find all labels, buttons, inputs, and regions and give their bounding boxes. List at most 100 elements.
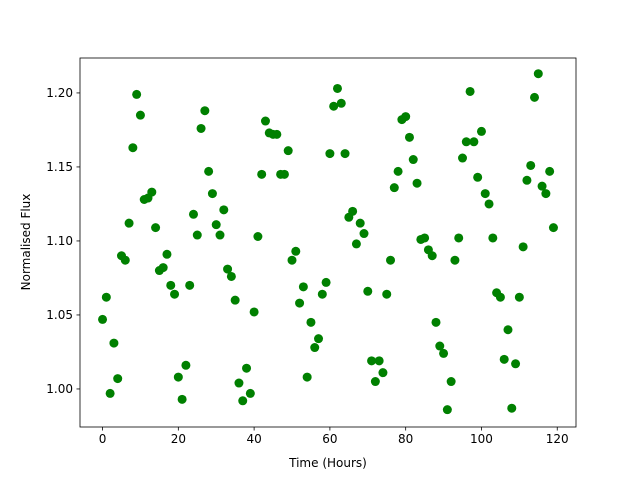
point bbox=[522, 175, 532, 185]
point bbox=[147, 187, 157, 197]
point bbox=[98, 314, 108, 324]
point bbox=[495, 292, 505, 302]
point bbox=[105, 388, 115, 398]
point bbox=[287, 255, 297, 265]
point bbox=[435, 341, 445, 351]
point bbox=[234, 378, 244, 388]
point bbox=[469, 137, 479, 147]
point bbox=[507, 403, 517, 413]
point bbox=[272, 129, 282, 139]
point bbox=[215, 230, 225, 240]
point bbox=[279, 169, 289, 179]
point bbox=[170, 289, 180, 299]
point bbox=[314, 334, 324, 344]
point bbox=[518, 242, 528, 252]
point bbox=[332, 83, 342, 93]
point bbox=[401, 112, 411, 122]
point bbox=[427, 251, 437, 261]
point bbox=[533, 69, 543, 79]
point bbox=[223, 264, 233, 274]
point bbox=[526, 160, 536, 170]
point bbox=[530, 92, 540, 102]
point bbox=[363, 286, 373, 296]
point bbox=[439, 348, 449, 358]
point bbox=[329, 101, 339, 111]
y-tick-label: 1.15 bbox=[46, 160, 73, 174]
point bbox=[336, 98, 346, 108]
point bbox=[177, 394, 187, 404]
point bbox=[355, 218, 365, 228]
point bbox=[120, 255, 130, 265]
point bbox=[503, 325, 513, 335]
y-tick-label: 1.05 bbox=[46, 308, 73, 322]
point bbox=[185, 280, 195, 290]
point bbox=[200, 106, 210, 116]
point bbox=[196, 123, 206, 133]
point bbox=[458, 153, 468, 163]
point bbox=[245, 388, 255, 398]
y-tick-label: 1.00 bbox=[46, 382, 73, 396]
point bbox=[242, 363, 252, 373]
y-tick-label: 1.10 bbox=[46, 234, 73, 248]
point bbox=[132, 89, 142, 99]
point bbox=[162, 249, 172, 259]
point bbox=[450, 255, 460, 265]
x-tick-label: 80 bbox=[398, 432, 413, 446]
point bbox=[298, 282, 308, 292]
point bbox=[124, 218, 134, 228]
point bbox=[101, 292, 111, 302]
point bbox=[480, 189, 490, 199]
point bbox=[389, 183, 399, 193]
point bbox=[207, 189, 217, 199]
point bbox=[473, 172, 483, 182]
x-tick-label: 0 bbox=[99, 432, 107, 446]
point bbox=[484, 199, 494, 209]
point bbox=[135, 110, 145, 120]
point bbox=[378, 368, 388, 378]
point bbox=[188, 209, 198, 219]
point bbox=[321, 277, 331, 287]
point bbox=[461, 137, 471, 147]
point bbox=[446, 377, 456, 387]
point bbox=[158, 263, 168, 273]
point bbox=[404, 132, 414, 142]
point bbox=[192, 230, 202, 240]
point bbox=[499, 354, 509, 364]
point bbox=[431, 317, 441, 327]
point bbox=[370, 377, 380, 387]
point bbox=[257, 169, 267, 179]
point bbox=[151, 223, 161, 233]
point bbox=[109, 338, 119, 348]
point bbox=[367, 356, 377, 366]
point bbox=[283, 146, 293, 156]
plot-frame bbox=[79, 57, 577, 428]
point bbox=[166, 280, 176, 290]
point bbox=[113, 374, 123, 384]
y-tick-label: 1.20 bbox=[46, 86, 73, 100]
point bbox=[545, 166, 555, 176]
point bbox=[442, 405, 452, 415]
point bbox=[514, 292, 524, 302]
point bbox=[382, 289, 392, 299]
point bbox=[181, 360, 191, 370]
point bbox=[548, 223, 558, 233]
point bbox=[374, 356, 384, 366]
x-tick-label: 20 bbox=[171, 432, 186, 446]
x-tick-label: 40 bbox=[246, 432, 261, 446]
point bbox=[211, 220, 221, 230]
point bbox=[488, 233, 498, 243]
point bbox=[302, 372, 312, 382]
point bbox=[454, 233, 464, 243]
point bbox=[420, 233, 430, 243]
point bbox=[351, 239, 361, 249]
point bbox=[226, 271, 236, 281]
point bbox=[295, 298, 305, 308]
point bbox=[393, 166, 403, 176]
point bbox=[173, 372, 183, 382]
point bbox=[249, 307, 259, 317]
point bbox=[408, 155, 418, 165]
point bbox=[253, 232, 263, 242]
x-tick-label: 100 bbox=[470, 432, 493, 446]
point bbox=[128, 143, 138, 153]
